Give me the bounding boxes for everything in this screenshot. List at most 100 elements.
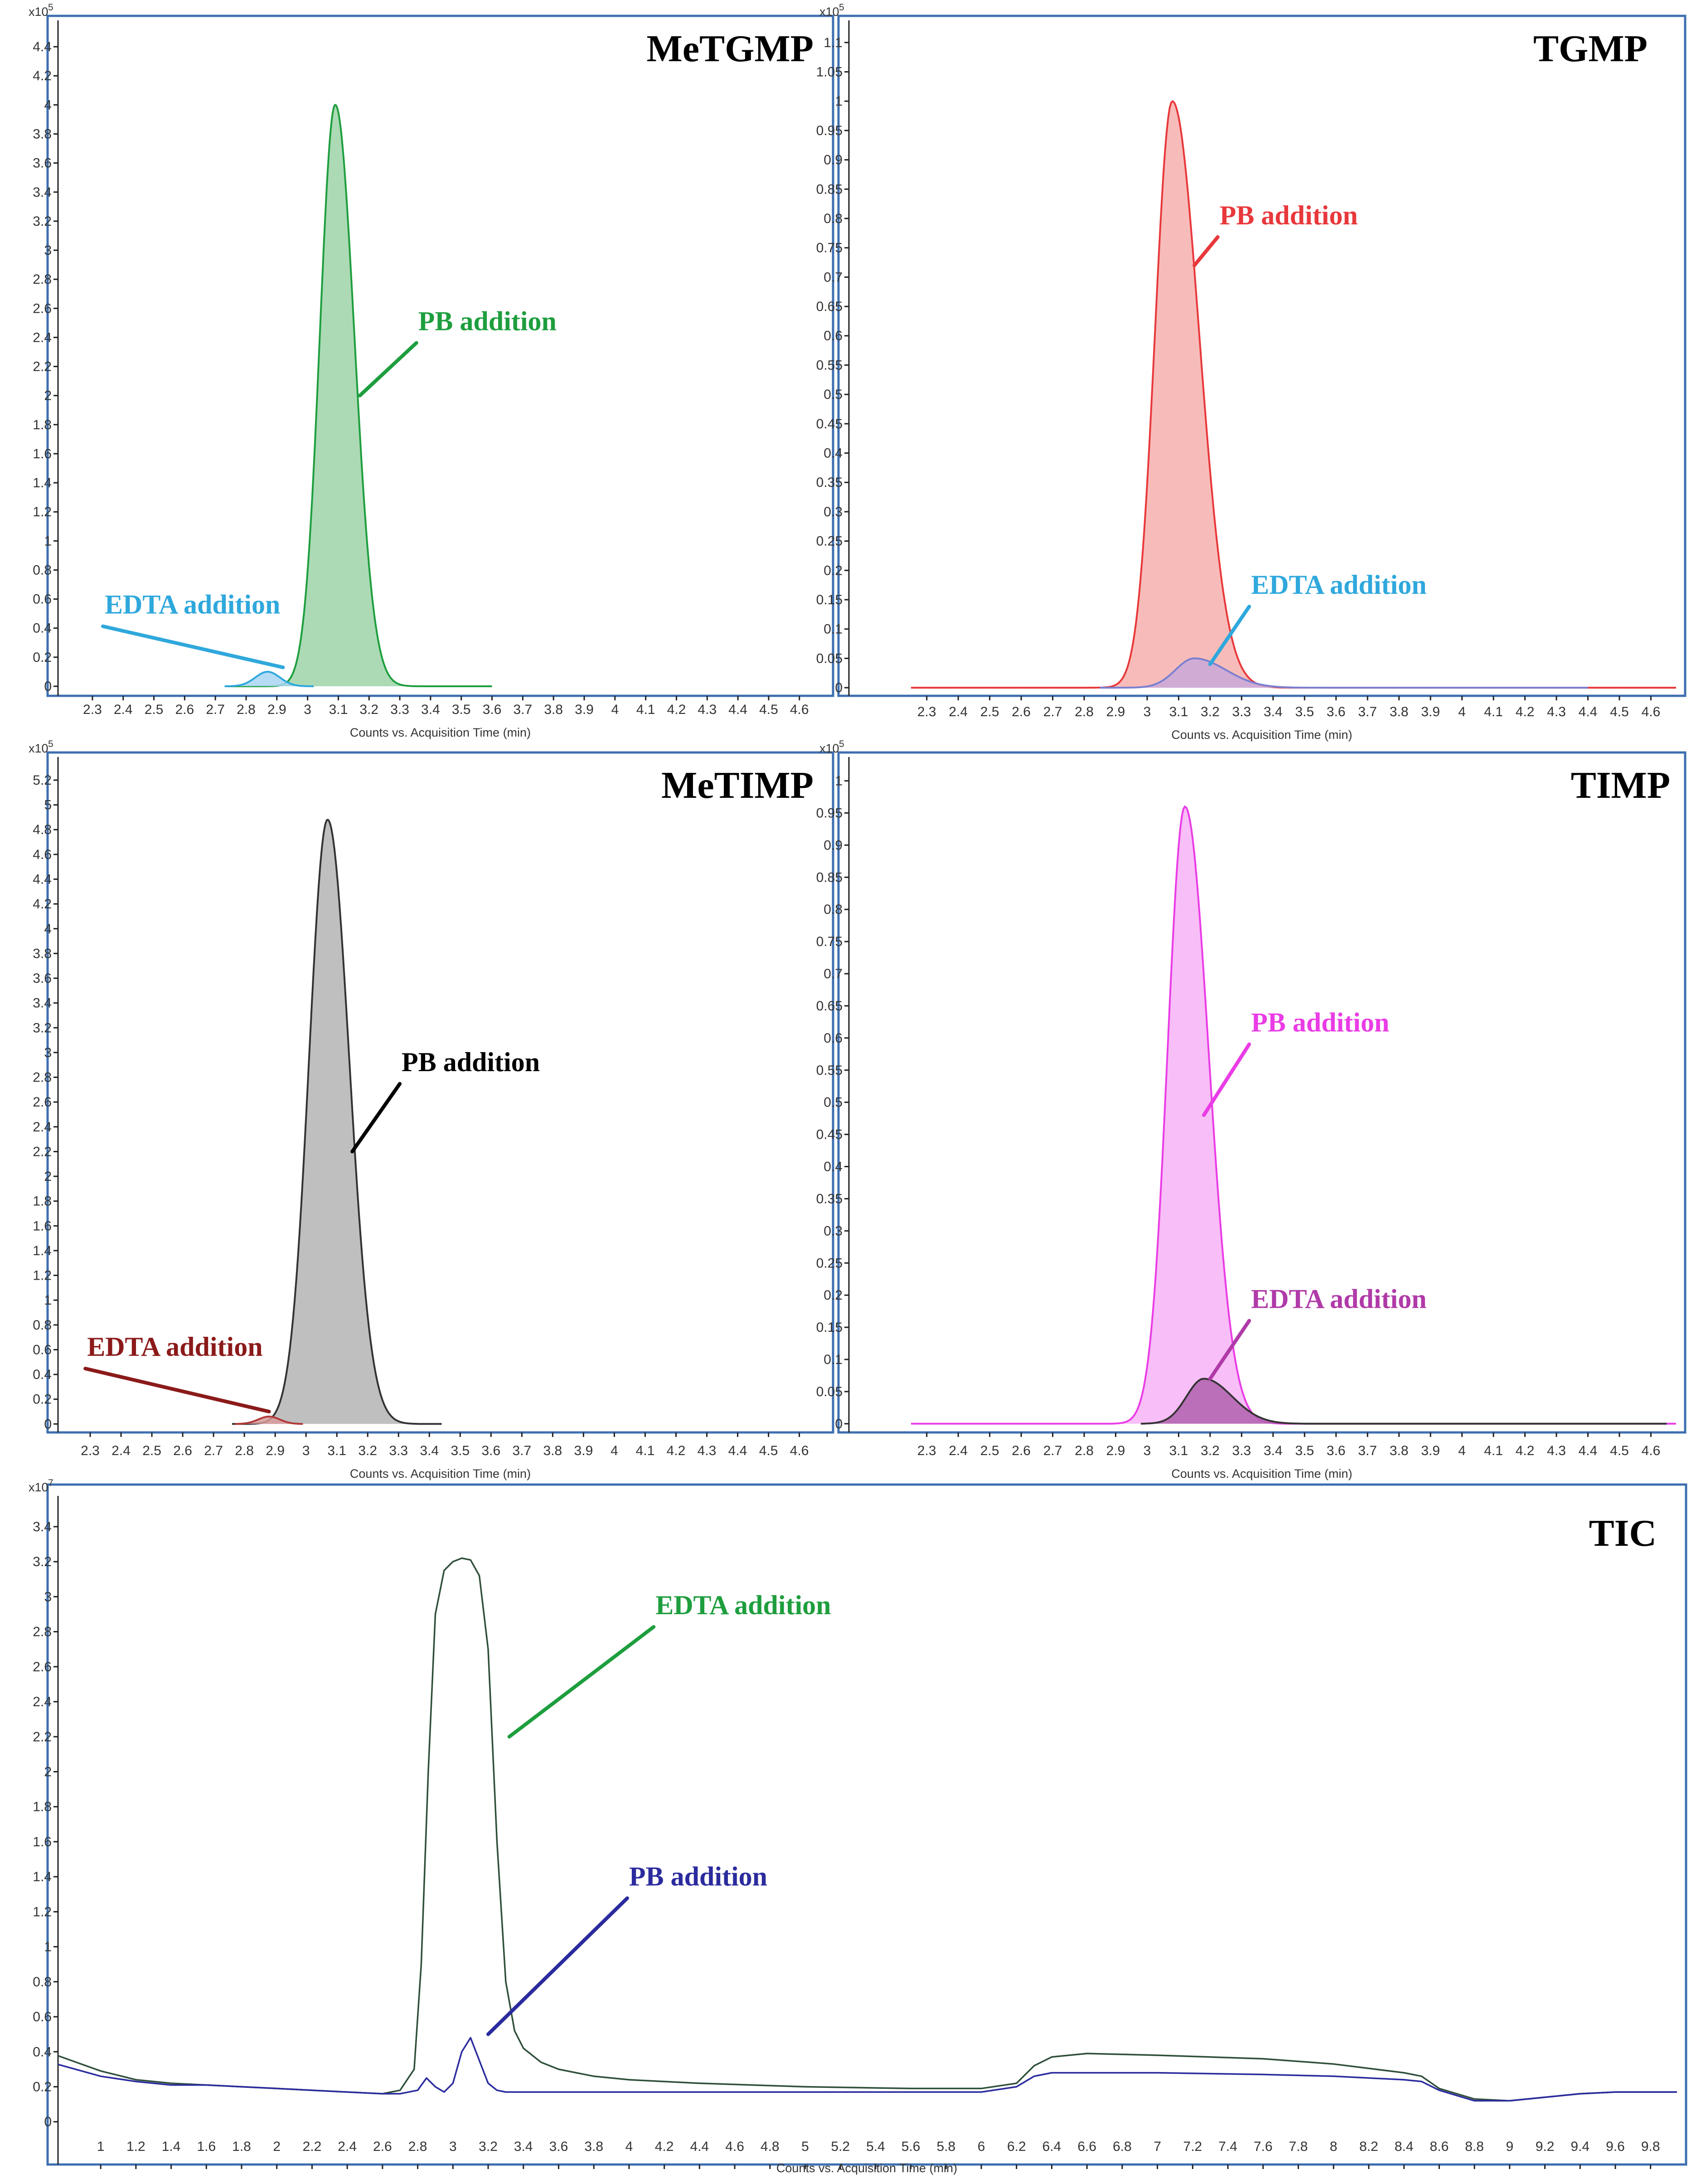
x-tick-label: 2.7	[204, 1443, 223, 1458]
y-tick-label: 4.2	[33, 68, 52, 83]
annotation-edta-addition: EDTA addition	[507, 1590, 831, 1739]
y-tick-label: 0.45	[816, 417, 843, 432]
x-tick-label: 4.2	[655, 2139, 674, 2154]
x-tick-label: 2.4	[949, 1443, 968, 1458]
x-tick-label: 3.8	[543, 1443, 562, 1458]
x-tick-label: 4.6	[725, 2139, 744, 2154]
series-area-edta-addition	[1100, 658, 1588, 688]
y-tick-label: 0.3	[824, 1223, 843, 1238]
x-tick-label: 3.8	[1390, 704, 1409, 719]
x-tick-label: 3.6	[1327, 704, 1346, 719]
y-tick-label: 1.4	[33, 476, 52, 490]
panel-title: TIMP	[1571, 764, 1670, 806]
y-tick-label: 0.95	[816, 123, 843, 138]
annotation-edta-addition: EDTA addition	[101, 590, 285, 670]
y-exponent-label: x10	[29, 1480, 48, 1494]
chart-panel-tgmp: 0 0.05 0.1 0.15 0.2 0.25 0.3 0.35 0.4 0.45 0.5 0.55…	[816, 2, 1686, 742]
annotation-arrow	[486, 1896, 629, 2036]
x-tick-label: 5.6	[901, 2139, 921, 2154]
y-tick-label: 3	[44, 1045, 52, 1060]
x-tick-label: 4.5	[1610, 704, 1629, 719]
annotation-arrow	[1202, 1042, 1251, 1117]
panel-title: TIC	[1589, 1512, 1657, 1554]
panel-frame	[46, 1483, 1687, 2166]
x-tick-label: 4	[1458, 704, 1466, 719]
y-tick-label: 0.25	[816, 534, 843, 549]
x-axis-title: Counts vs. Acquisition Time (min)	[350, 726, 531, 739]
x-tick-label: 4.3	[698, 1443, 717, 1458]
x-tick-label: 4.5	[759, 702, 778, 717]
y-tick-label: 0.1	[824, 622, 843, 637]
x-tick-label: 2.7	[1043, 1443, 1062, 1458]
x-tick-label: 3.2	[479, 2139, 498, 2154]
y-tick-label: 0.6	[33, 1342, 52, 1357]
x-tick-label: 7.4	[1218, 2139, 1237, 2154]
y-tick-label: 1	[44, 534, 52, 548]
x-tick-label: 2.8	[408, 2139, 427, 2154]
x-tick-label: 4.6	[790, 702, 809, 717]
y-tick-label: 1	[835, 774, 843, 789]
y-tick-label: 2.2	[33, 1729, 52, 1744]
y-tick-label: 0	[44, 2115, 52, 2130]
annotation-arrow	[1208, 605, 1251, 666]
series-line-pb-addition	[58, 2037, 1677, 2102]
y-tick-label: 0.45	[816, 1127, 843, 1142]
series-area-edta-addition	[224, 671, 314, 686]
x-tick-label: 5.2	[831, 2139, 850, 2154]
panel-frame	[46, 751, 834, 1434]
y-tick-label: 2	[44, 1764, 52, 1779]
x-tick-label: 3.4	[1264, 1443, 1283, 1458]
y-tick-label: 3.6	[33, 971, 52, 986]
x-tick-label: 4.4	[728, 702, 747, 717]
x-tick-label: 2.3	[917, 1443, 936, 1458]
x-tick-label: 2.8	[1075, 704, 1094, 719]
y-tick-labels: 0 0.05 0.1 0.15 0.2 0.25 0.3 0.35 0.4 0.45 0.5 0.55…	[816, 774, 849, 1432]
y-tick-label: 4	[44, 97, 52, 112]
x-tick-label: 2.6	[1012, 1443, 1031, 1458]
y-tick-label: 2.4	[33, 1694, 52, 1709]
y-tick-label: 2.4	[33, 1120, 52, 1135]
x-tick-labels: 2.3 2.4 2.5 2.6 2.7 2.8 2.9 3 3.1 3.2 3.3 3.4 3.5 3.6…	[81, 1432, 809, 1458]
y-tick-label: 0.15	[816, 1320, 843, 1335]
x-tick-label: 5.8	[937, 2139, 956, 2154]
annotation-arrow	[1192, 235, 1220, 267]
annotation-label: EDTA addition	[655, 1590, 831, 1620]
x-tick-label: 4.2	[667, 1443, 686, 1458]
x-tick-label: 5.4	[866, 2139, 885, 2154]
y-tick-label: 4.4	[33, 39, 52, 54]
y-tick-label: 0.9	[824, 838, 843, 853]
x-tick-label: 4.3	[1547, 704, 1566, 719]
x-tick-label: 3.4	[1264, 704, 1283, 719]
y-tick-label: 1.6	[33, 1218, 52, 1233]
annotation-arrow	[350, 1082, 402, 1154]
y-exponent-power: 5	[48, 2, 53, 13]
y-tick-label: 0.9	[824, 153, 843, 168]
x-tick-label: 8.8	[1465, 2139, 1484, 2154]
x-tick-label: 2.6	[1012, 704, 1031, 719]
annotation-label: EDTA addition	[105, 590, 280, 620]
y-tick-label: 0.4	[824, 446, 843, 461]
x-tick-label: 3.6	[1327, 1443, 1346, 1458]
x-tick-label: 2.4	[949, 704, 968, 719]
x-tick-label: 3.2	[358, 1443, 377, 1458]
y-tick-label: 0	[835, 1417, 843, 1432]
x-tick-labels: 2.3 2.4 2.5 2.6 2.7 2.8 2.9 3 3.1 3.2 3.3 3.4 3.5 3.6…	[917, 1432, 1660, 1458]
y-tick-label: 3.2	[33, 1554, 52, 1569]
x-tick-label: 3.7	[1358, 704, 1377, 719]
y-tick-label: 0.5	[824, 387, 843, 402]
x-tick-label: 2.8	[235, 1443, 254, 1458]
y-tick-label: 1.4	[33, 1243, 52, 1258]
y-tick-label: 0.2	[824, 563, 843, 578]
x-tick-label: 1.8	[232, 2139, 251, 2154]
panel-title: MeTIMP	[661, 764, 814, 806]
x-tick-label: 3.7	[1358, 1443, 1377, 1458]
series-line-edta-addition	[235, 1416, 303, 1425]
y-exponent-power: 5	[48, 739, 53, 749]
y-tick-label: 1.6	[33, 1835, 52, 1849]
x-tick-label: 4.5	[1610, 1443, 1629, 1458]
y-tick-label: 0.7	[824, 966, 843, 981]
y-tick-label: 0.4	[33, 2044, 52, 2059]
y-tick-label: 1.05	[816, 65, 843, 80]
x-tick-label: 3.3	[390, 702, 409, 717]
y-tick-label: 3	[44, 1589, 52, 1604]
